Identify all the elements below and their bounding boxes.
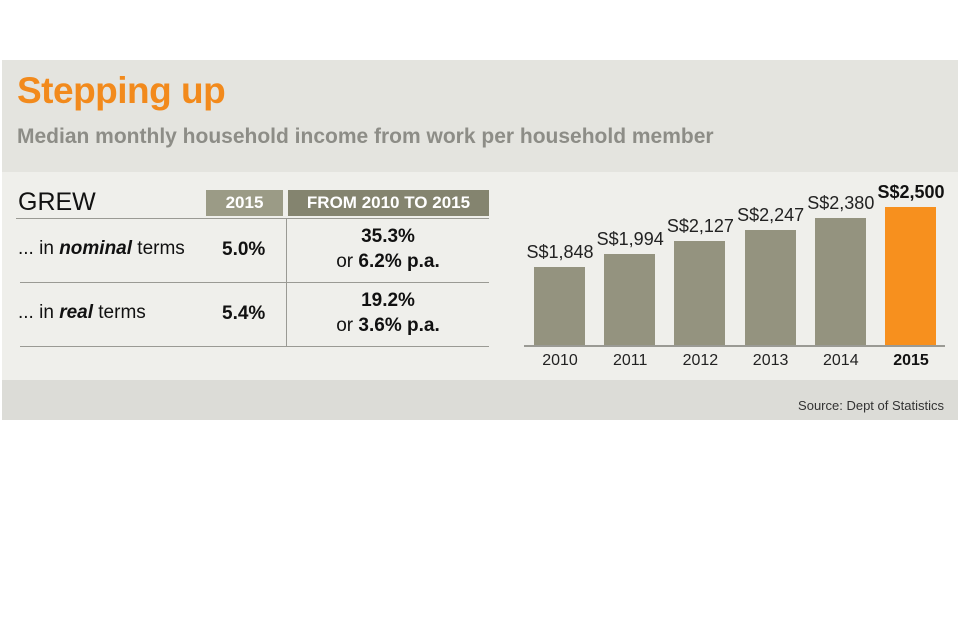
chart-subtitle: Median monthly household income from wor… — [17, 125, 714, 148]
bar-2011 — [604, 253, 656, 345]
column-header-2015: 2015 — [206, 190, 283, 216]
x-tick-label: 2013 — [752, 352, 789, 369]
x-tick-label: 2010 — [542, 352, 578, 369]
value-label: S$1,848 — [526, 241, 594, 262]
row-label-real: ... in real terms — [18, 302, 146, 323]
nominal-2015-value: 5.0% — [222, 239, 266, 260]
row-label-nominal: ... in nominal terms — [18, 238, 185, 259]
bar-2013 — [744, 230, 796, 345]
x-tick-label: 2014 — [823, 352, 859, 369]
column-header-2010-2015: FROM 2010 TO 2015 — [288, 190, 489, 216]
x-tick-label: 2012 — [682, 352, 719, 369]
value-label: S$2,247 — [737, 205, 805, 226]
divider — [20, 282, 489, 283]
x-tick-label: 2015 — [893, 352, 929, 369]
value-label: S$1,994 — [596, 228, 664, 249]
source-note: Source: Dept of Statistics — [798, 398, 944, 413]
header-band — [2, 60, 958, 172]
table-header-grew: GREW — [18, 188, 96, 216]
nominal-total-cell: 35.3% or 6.2% p.a. — [336, 226, 440, 272]
footer-band — [2, 380, 958, 420]
value-label: S$2,380 — [807, 193, 875, 214]
bar-chart: S$1,848 2010 S$1,994 2011 S$2,127 2012 S$2,247… — [526, 182, 945, 369]
bar-2014 — [814, 218, 866, 345]
value-label: S$2,500 — [877, 182, 945, 202]
bar-2015 — [885, 207, 936, 345]
value-label: S$2,127 — [666, 216, 734, 237]
real-total-cell: 19.2% or 3.6% p.a. — [336, 290, 440, 336]
bar-2012 — [674, 241, 726, 345]
divider — [20, 346, 489, 347]
bar-2010 — [534, 266, 585, 345]
divider — [16, 218, 489, 219]
real-2015-value: 5.4% — [222, 303, 266, 324]
x-tick-label: 2011 — [612, 352, 648, 369]
chart-title: Stepping up — [17, 70, 226, 111]
column-divider — [286, 218, 287, 346]
x-axis-baseline — [524, 345, 945, 347]
